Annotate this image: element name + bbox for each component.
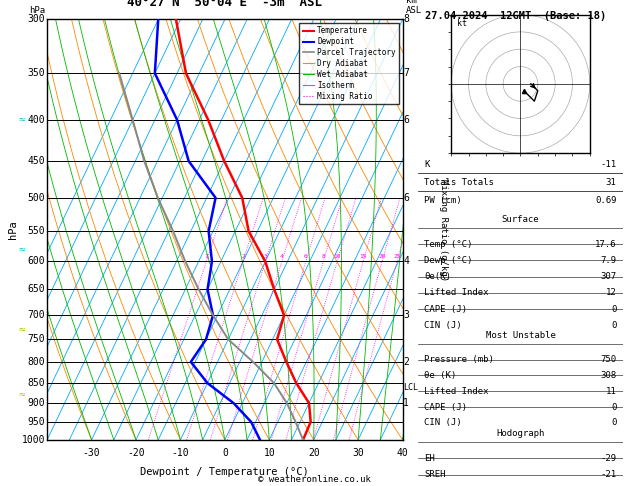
Text: km
ASL: km ASL (406, 0, 422, 15)
Text: 2: 2 (241, 254, 245, 260)
Text: 750: 750 (601, 355, 616, 364)
Text: hPa: hPa (8, 220, 18, 239)
Text: Dewp (°C): Dewp (°C) (425, 256, 473, 265)
Text: Totals Totals: Totals Totals (425, 178, 494, 187)
Text: ≈: ≈ (19, 325, 25, 335)
Text: 1: 1 (204, 254, 208, 260)
Text: EH: EH (425, 454, 435, 463)
Text: 31: 31 (606, 178, 616, 187)
Text: Hodograph: Hodograph (496, 429, 545, 438)
Text: LCL: LCL (403, 382, 418, 392)
Text: K: K (425, 160, 430, 169)
Legend: Temperature, Dewpoint, Parcel Trajectory, Dry Adiabat, Wet Adiabat, Isotherm, Mi: Temperature, Dewpoint, Parcel Trajectory… (299, 23, 399, 104)
Text: 11: 11 (606, 387, 616, 396)
Text: 0: 0 (611, 402, 616, 412)
Text: 40: 40 (397, 448, 408, 458)
Text: 700: 700 (28, 310, 45, 320)
Text: 25: 25 (393, 254, 401, 260)
Text: 6: 6 (403, 193, 409, 203)
Text: 2: 2 (403, 357, 409, 367)
Text: CAPE (J): CAPE (J) (425, 305, 467, 314)
Text: 300: 300 (28, 15, 45, 24)
Text: 450: 450 (28, 156, 45, 166)
Text: 4: 4 (403, 257, 409, 266)
Text: -20: -20 (127, 448, 145, 458)
Text: 27.04.2024  12GMT  (Base: 18): 27.04.2024 12GMT (Base: 18) (425, 11, 606, 21)
Text: 750: 750 (28, 334, 45, 345)
Text: kt: kt (457, 19, 467, 28)
Text: -21: -21 (601, 470, 616, 479)
Text: 400: 400 (28, 115, 45, 125)
Text: -30: -30 (83, 448, 101, 458)
Text: 40°27'N  50°04'E  -3m  ASL: 40°27'N 50°04'E -3m ASL (127, 0, 323, 9)
Text: 350: 350 (28, 68, 45, 78)
Text: 15: 15 (359, 254, 367, 260)
Text: 12: 12 (606, 289, 616, 297)
Text: 900: 900 (28, 398, 45, 408)
Text: CAPE (J): CAPE (J) (425, 402, 467, 412)
Text: 0: 0 (611, 321, 616, 330)
Text: 307: 307 (601, 272, 616, 281)
Text: 0: 0 (611, 418, 616, 427)
Text: 8: 8 (321, 254, 325, 260)
Text: 0: 0 (611, 305, 616, 314)
Text: hPa: hPa (30, 6, 45, 15)
Text: 7.9: 7.9 (601, 256, 616, 265)
Text: 1000: 1000 (22, 435, 45, 445)
Text: 600: 600 (28, 257, 45, 266)
Text: 800: 800 (28, 357, 45, 367)
Text: 500: 500 (28, 193, 45, 203)
Text: -11: -11 (601, 160, 616, 169)
Text: 550: 550 (28, 226, 45, 236)
Text: 3: 3 (264, 254, 267, 260)
Text: Pressure (mb): Pressure (mb) (425, 355, 494, 364)
Text: 20: 20 (378, 254, 386, 260)
Text: -10: -10 (172, 448, 189, 458)
Text: 4: 4 (280, 254, 284, 260)
Text: ≈: ≈ (19, 390, 25, 400)
Text: 30: 30 (352, 448, 364, 458)
Text: 0.69: 0.69 (595, 195, 616, 205)
Text: PW (cm): PW (cm) (425, 195, 462, 205)
Text: θe(K): θe(K) (425, 272, 451, 281)
Text: Mixing Ratio (g/kg): Mixing Ratio (g/kg) (439, 178, 448, 281)
Text: 850: 850 (28, 378, 45, 388)
Text: -29: -29 (601, 454, 616, 463)
Text: Surface: Surface (502, 215, 539, 224)
Text: 17.6: 17.6 (595, 240, 616, 248)
Text: 0: 0 (222, 448, 228, 458)
Text: Dewpoint / Temperature (°C): Dewpoint / Temperature (°C) (140, 467, 309, 477)
Text: 7: 7 (403, 68, 409, 78)
Text: 3: 3 (403, 310, 409, 320)
Text: 10: 10 (264, 448, 275, 458)
Text: ≈: ≈ (19, 244, 25, 255)
Text: 10: 10 (333, 254, 341, 260)
Text: © weatheronline.co.uk: © weatheronline.co.uk (258, 474, 371, 484)
Text: ≈: ≈ (19, 115, 25, 125)
Text: CIN (J): CIN (J) (425, 321, 462, 330)
Text: 6: 6 (304, 254, 308, 260)
Text: 308: 308 (601, 371, 616, 380)
Text: CIN (J): CIN (J) (425, 418, 462, 427)
Text: 1: 1 (403, 398, 409, 408)
Text: Lifted Index: Lifted Index (425, 289, 489, 297)
Text: Temp (°C): Temp (°C) (425, 240, 473, 248)
Text: Lifted Index: Lifted Index (425, 387, 489, 396)
Text: SREH: SREH (425, 470, 446, 479)
Text: 650: 650 (28, 284, 45, 295)
Text: 8: 8 (403, 15, 409, 24)
Text: θe (K): θe (K) (425, 371, 457, 380)
Text: Most Unstable: Most Unstable (486, 331, 555, 341)
Text: 6: 6 (403, 115, 409, 125)
Text: 950: 950 (28, 417, 45, 427)
Text: 20: 20 (308, 448, 320, 458)
